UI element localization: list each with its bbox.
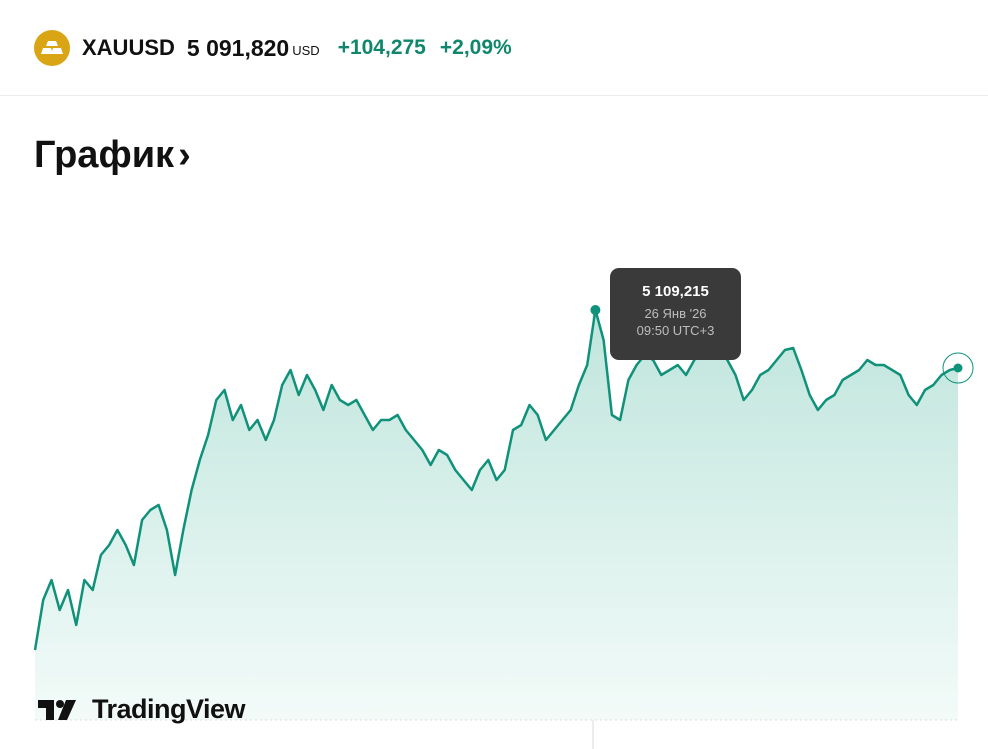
highlighted-point [590, 305, 601, 315]
symbol-row: XAUUSD 5 091,820 USD +104,275 +2,09% [34, 30, 512, 66]
ticker-symbol[interactable]: XAUUSD [82, 35, 175, 60]
symbol-header: XAUUSD 5 091,820 USD +104,275 +2,09% [0, 0, 988, 96]
price-change: +104,275 [337, 36, 426, 59]
chart-section-title[interactable]: График [34, 134, 175, 176]
chart-section-heading[interactable]: График › [34, 134, 191, 177]
tooltip-date: 26 Янв '26 [644, 306, 707, 321]
last-point [953, 363, 963, 373]
price-tooltip: 5 109,215 26 Янв '26 09:50 UTC+3 [610, 268, 741, 360]
chevron-right-icon[interactable]: › [178, 134, 191, 176]
chart-area-fill [35, 310, 958, 720]
chart-series-line [33, 308, 959, 651]
price-change-percent: +2,09% [439, 36, 512, 59]
tradingview-logo[interactable]: TradingView [38, 694, 246, 725]
tooltip-value: 5 109,215 [642, 283, 709, 300]
gold-bars-icon [34, 30, 70, 66]
tradingview-mark-icon [38, 699, 76, 720]
tradingview-wordmark: TradingView [92, 694, 246, 724]
tooltip-time: 09:50 UTC+3 [636, 323, 715, 338]
last-point-ring [942, 352, 974, 384]
current-price: 5 091,820 [186, 34, 290, 61]
currency-label: USD [292, 43, 320, 58]
